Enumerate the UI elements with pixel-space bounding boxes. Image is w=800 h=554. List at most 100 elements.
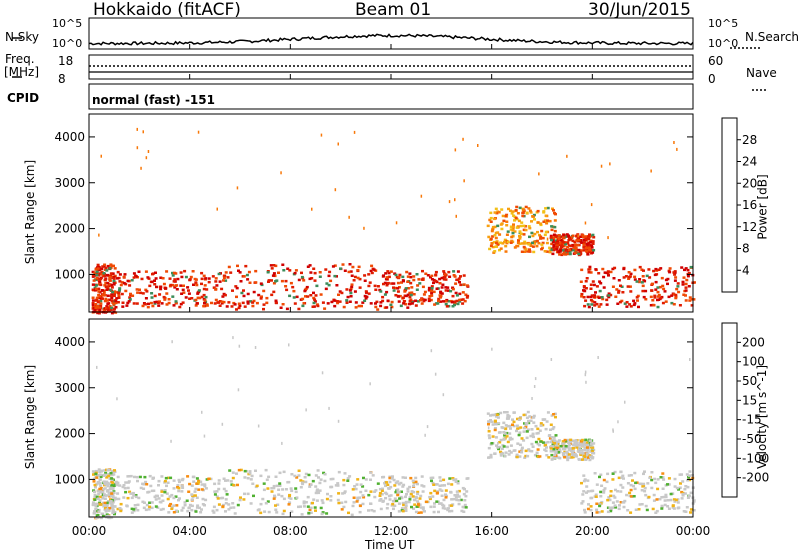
data-cell bbox=[314, 474, 318, 477]
data-cell bbox=[547, 456, 551, 459]
data-cell bbox=[622, 276, 626, 279]
data-cell bbox=[209, 477, 213, 481]
data-cell bbox=[364, 290, 368, 293]
data-cell bbox=[585, 277, 589, 280]
beam-title: Beam 01 bbox=[355, 0, 432, 20]
data-cell bbox=[503, 411, 506, 414]
data-cell bbox=[277, 488, 281, 491]
data-cell bbox=[638, 278, 642, 281]
data-cell bbox=[156, 494, 159, 498]
data-cell bbox=[558, 253, 562, 256]
data-cell bbox=[589, 489, 593, 493]
y-tick-label: 4000 bbox=[54, 335, 85, 349]
data-cell bbox=[301, 297, 305, 301]
data-cell bbox=[251, 301, 255, 304]
data-cell bbox=[568, 440, 572, 444]
data-cell bbox=[191, 270, 195, 273]
data-cell bbox=[515, 205, 519, 209]
data-cell bbox=[499, 241, 503, 244]
data-cell bbox=[121, 485, 125, 489]
data-cell bbox=[553, 443, 557, 447]
data-cell bbox=[555, 440, 559, 443]
data-cell bbox=[514, 216, 518, 220]
data-cell bbox=[614, 295, 618, 298]
data-cell bbox=[615, 500, 619, 503]
data-cell bbox=[101, 514, 105, 518]
data-cell bbox=[552, 447, 556, 451]
data-cell bbox=[495, 413, 499, 416]
data-cell bbox=[519, 416, 522, 419]
data-cell bbox=[203, 483, 207, 486]
data-cell bbox=[550, 225, 554, 228]
data-cell bbox=[278, 471, 282, 475]
data-cell bbox=[269, 264, 273, 267]
data-cell bbox=[348, 289, 352, 292]
data-cell bbox=[592, 448, 596, 452]
data-cell bbox=[519, 232, 523, 235]
data-cell bbox=[396, 490, 400, 494]
data-cell bbox=[535, 244, 539, 248]
data-cell bbox=[656, 487, 660, 491]
data-cell bbox=[666, 505, 670, 508]
data-cell bbox=[117, 296, 121, 299]
data-cell bbox=[645, 508, 649, 512]
data-cell bbox=[110, 293, 114, 296]
data-cell bbox=[405, 270, 409, 274]
data-cell bbox=[528, 226, 532, 230]
data-cell bbox=[609, 293, 613, 297]
data-cell bbox=[264, 468, 268, 472]
data-cell bbox=[646, 482, 650, 485]
data-cell bbox=[503, 434, 507, 437]
data-cell bbox=[530, 428, 534, 431]
data-cell bbox=[190, 493, 194, 496]
data-cell bbox=[409, 275, 413, 279]
data-cell bbox=[544, 214, 548, 217]
data-cell bbox=[578, 251, 582, 254]
data-cell bbox=[497, 441, 499, 445]
data-cell bbox=[416, 284, 420, 287]
data-cell bbox=[371, 474, 375, 477]
data-cell bbox=[520, 437, 524, 440]
data-cell bbox=[142, 506, 146, 510]
data-cell bbox=[629, 272, 633, 276]
data-cell bbox=[436, 302, 440, 305]
data-cell bbox=[376, 482, 380, 485]
data-cell bbox=[299, 479, 303, 482]
data-cell bbox=[134, 275, 138, 278]
data-cell bbox=[531, 245, 535, 248]
data-cell bbox=[525, 416, 529, 419]
data-cell bbox=[93, 496, 97, 499]
data-cell bbox=[607, 292, 611, 295]
data-cell bbox=[112, 484, 116, 487]
data-cell bbox=[369, 502, 372, 505]
data-cell bbox=[609, 508, 613, 511]
data-cell bbox=[493, 234, 497, 237]
data-cell bbox=[526, 250, 530, 253]
data-cell bbox=[401, 485, 405, 488]
data-cell bbox=[516, 442, 520, 445]
data-cell bbox=[307, 473, 311, 477]
data-cell bbox=[192, 283, 195, 286]
data-cell bbox=[168, 504, 172, 507]
data-cell bbox=[91, 470, 95, 473]
data-cell bbox=[243, 305, 247, 308]
data-cell bbox=[607, 294, 611, 297]
data-cell bbox=[394, 294, 398, 297]
data-cell bbox=[380, 493, 384, 496]
data-cell bbox=[686, 268, 690, 272]
data-cell bbox=[543, 233, 547, 237]
data-cell bbox=[196, 504, 200, 507]
data-cell bbox=[161, 507, 165, 511]
data-cell bbox=[350, 513, 354, 517]
data-cell bbox=[438, 488, 442, 491]
data-cell bbox=[412, 275, 416, 278]
data-cell bbox=[567, 441, 571, 444]
data-cell bbox=[310, 277, 314, 280]
data-cell bbox=[386, 281, 390, 285]
data-cell bbox=[180, 509, 184, 512]
data-cell bbox=[346, 477, 350, 480]
data-cell bbox=[439, 479, 443, 482]
data-cell bbox=[109, 294, 113, 298]
data-cell bbox=[165, 270, 169, 273]
data-cell bbox=[688, 478, 692, 482]
